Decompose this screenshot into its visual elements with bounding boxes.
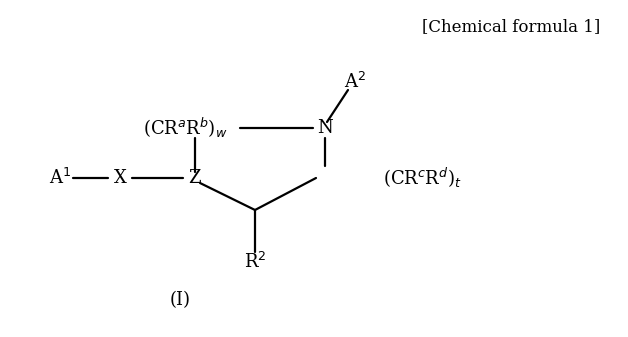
Text: N: N bbox=[317, 119, 333, 137]
Text: A$^1$: A$^1$ bbox=[49, 168, 71, 188]
Text: X: X bbox=[114, 169, 126, 187]
Text: (I): (I) bbox=[170, 291, 190, 309]
Text: [Chemical formula 1]: [Chemical formula 1] bbox=[422, 18, 600, 35]
Text: (CR$^a$R$^b$)$_w$: (CR$^a$R$^b$)$_w$ bbox=[143, 116, 227, 140]
Text: A$^2$: A$^2$ bbox=[344, 72, 366, 92]
Text: (CR$^c$R$^d$)$_t$: (CR$^c$R$^d$)$_t$ bbox=[382, 166, 462, 190]
Text: R$^2$: R$^2$ bbox=[244, 252, 266, 272]
Text: Z: Z bbox=[188, 169, 202, 187]
